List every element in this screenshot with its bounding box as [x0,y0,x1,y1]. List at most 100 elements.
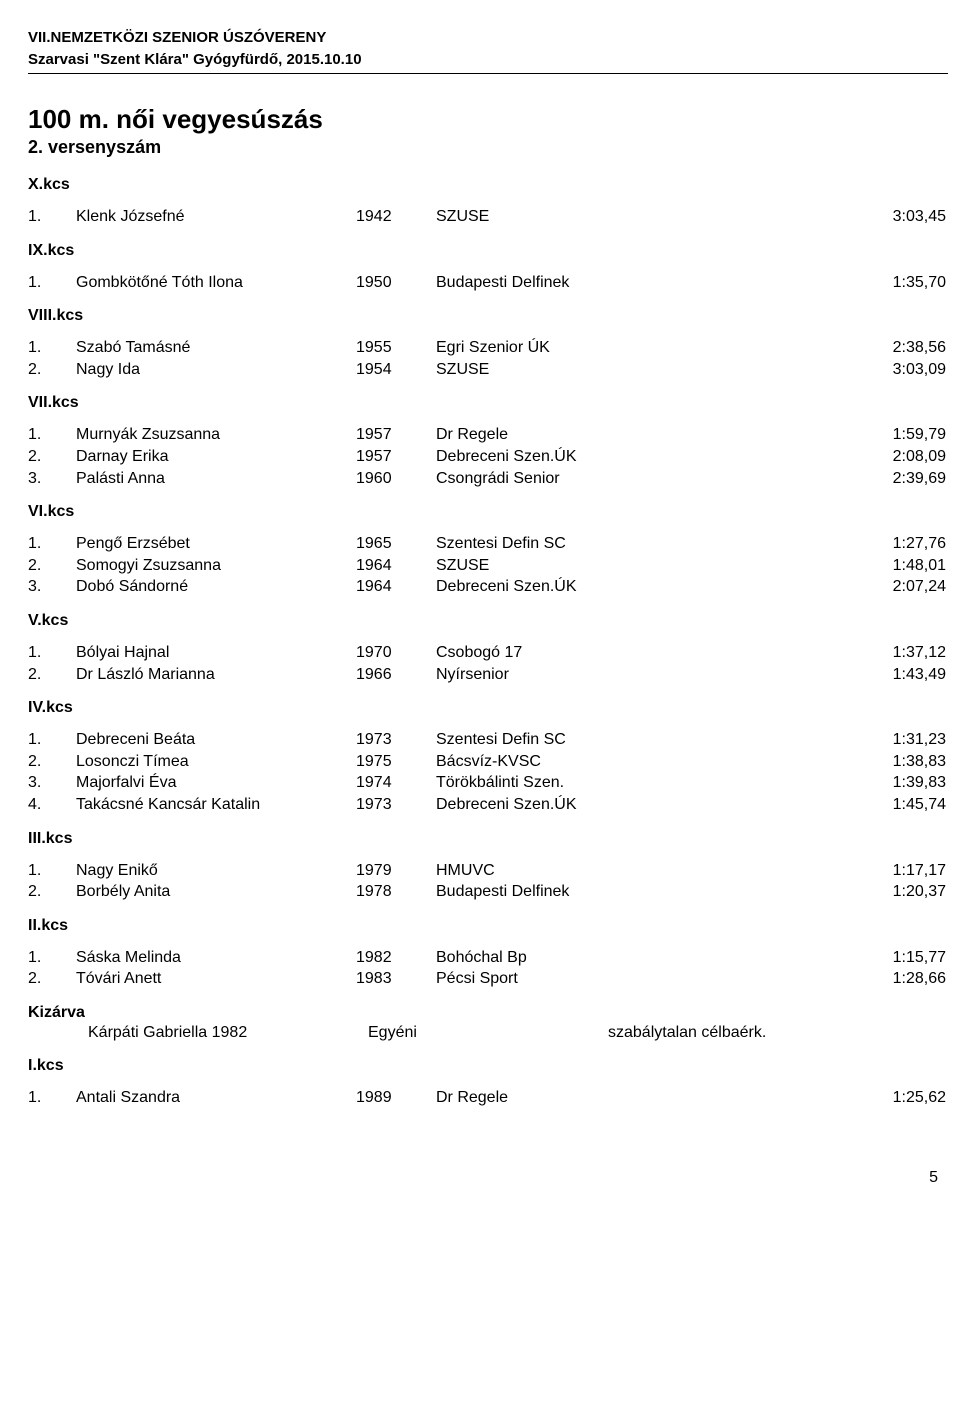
rank-cell: 1. [28,1087,76,1109]
result-row: 3.Palásti Anna1960Csongrádi Senior2:39,6… [28,468,960,490]
rank-cell: 4. [28,794,76,816]
name-cell: Gombkötőné Tóth Ilona [76,272,356,294]
name-cell: Murnyák Zsuzsanna [76,424,356,446]
time-cell: 1:20,37 [866,881,946,903]
age-group-label: X.kcs [28,176,960,194]
result-row: 1.Gombkötőné Tóth Ilona1950Budapesti Del… [28,272,960,294]
year-cell: 1979 [356,860,436,882]
year-cell: 1973 [356,794,436,816]
result-row: 1.Antali Szandra1989Dr Regele1:25,62 [28,1087,960,1109]
year-cell: 1957 [356,446,436,468]
rank-cell: 2. [28,664,76,686]
result-row: 2.Dr László Marianna1966Nyírsenior1:43,4… [28,664,960,686]
result-row: 2.Darnay Erika1957Debreceni Szen.ÚK2:08,… [28,446,960,468]
year-cell: 1957 [356,424,436,446]
year-cell: 1954 [356,359,436,381]
result-row: 1.Szabó Tamásné1955Egri Szenior ÚK2:38,5… [28,337,960,359]
result-row: 2.Losonczi Tímea1975Bácsvíz-KVSC1:38,83 [28,751,960,773]
time-cell: 1:27,76 [866,533,946,555]
year-cell: 1950 [356,272,436,294]
age-group-label: VII.kcs [28,394,960,412]
name-cell: Dr László Marianna [76,664,356,686]
club-cell: Bácsvíz-KVSC [436,751,866,773]
name-cell: Klenk Józsefné [76,206,356,228]
club-cell: Budapesti Delfinek [436,881,866,903]
rank-cell: 2. [28,555,76,577]
year-cell: 1982 [356,947,436,969]
result-row: 2.Borbély Anita1978Budapesti Delfinek1:2… [28,881,960,903]
age-group-label: VIII.kcs [28,307,960,325]
result-row: 2.Somogyi Zsuzsanna1964SZUSE1:48,01 [28,555,960,577]
age-group-label: V.kcs [28,612,960,630]
club-cell: SZUSE [436,206,866,228]
year-cell: 1970 [356,642,436,664]
name-cell: Palásti Anna [76,468,356,490]
age-group-label: II.kcs [28,917,960,935]
result-row: 3.Majorfalvi Éva1974Törökbálinti Szen.1:… [28,772,960,794]
rank-cell: 1. [28,947,76,969]
rank-cell: 1. [28,424,76,446]
doc-header-line2: Szarvasi "Szent Klára" Gyógyfürdő, 2015.… [28,50,960,70]
rank-cell: 1. [28,272,76,294]
club-cell: Pécsi Sport [436,968,866,990]
time-cell: 2:08,09 [866,446,946,468]
time-cell: 1:48,01 [866,555,946,577]
year-cell: 1975 [356,751,436,773]
result-row: 2.Nagy Ida1954SZUSE3:03,09 [28,359,960,381]
name-cell: Nagy Ida [76,359,356,381]
event-title: 100 m. női vegyesúszás [28,104,960,135]
time-cell: 1:31,23 [866,729,946,751]
rank-cell: 3. [28,772,76,794]
dq-label: Kizárva [28,1004,960,1022]
name-cell: Antali Szandra [76,1087,356,1109]
time-cell: 1:15,77 [866,947,946,969]
rank-cell: 2. [28,751,76,773]
result-row: 4.Takácsné Kancsár Katalin1973Debreceni … [28,794,960,816]
club-cell: Szentesi Defin SC [436,533,866,555]
time-cell: 3:03,45 [866,206,946,228]
rank-cell: 1. [28,337,76,359]
club-cell: Szentesi Defin SC [436,729,866,751]
page-number: 5 [28,1169,938,1187]
age-group-label: III.kcs [28,830,960,848]
name-cell: Darnay Erika [76,446,356,468]
rank-cell: 3. [28,576,76,598]
name-cell: Pengő Erzsébet [76,533,356,555]
club-cell: Budapesti Delfinek [436,272,866,294]
result-row: 1.Klenk Józsefné1942SZUSE3:03,45 [28,206,960,228]
name-cell: Borbély Anita [76,881,356,903]
doc-header-line1: VII.NEMZETKÖZI SZENIOR ÚSZÓVERENY [28,28,960,48]
age-group-label: IV.kcs [28,699,960,717]
rank-cell: 2. [28,359,76,381]
time-cell: 3:03,09 [866,359,946,381]
year-cell: 1983 [356,968,436,990]
time-cell: 1:17,17 [866,860,946,882]
club-cell: Egri Szenior ÚK [436,337,866,359]
club-cell: Debreceni Szen.ÚK [436,446,866,468]
header-divider [28,73,948,74]
result-row: 3.Dobó Sándorné1964Debreceni Szen.ÚK2:07… [28,576,960,598]
name-cell: Bólyai Hajnal [76,642,356,664]
result-row: 1.Pengő Erzsébet1965Szentesi Defin SC1:2… [28,533,960,555]
year-cell: 1960 [356,468,436,490]
year-cell: 1974 [356,772,436,794]
dq-block: Kizárva Kárpáti Gabriella 1982 Egyéni sz… [28,1004,960,1044]
club-cell: Csobogó 17 [436,642,866,664]
time-cell: 2:39,69 [866,468,946,490]
club-cell: Csongrádi Senior [436,468,866,490]
club-cell: Törökbálinti Szen. [436,772,866,794]
time-cell: 2:38,56 [866,337,946,359]
rank-cell: 1. [28,642,76,664]
rank-cell: 2. [28,446,76,468]
result-row: 1.Bólyai Hajnal1970Csobogó 171:37,12 [28,642,960,664]
rank-cell: 1. [28,860,76,882]
club-cell: SZUSE [436,359,866,381]
dq-name: Kárpáti Gabriella 1982 [88,1022,368,1044]
year-cell: 1965 [356,533,436,555]
dq-reason: szabálytalan célbaérk. [608,1022,960,1044]
rank-cell: 3. [28,468,76,490]
name-cell: Tóvári Anett [76,968,356,990]
club-cell: Dr Regele [436,1087,866,1109]
rank-cell: 2. [28,881,76,903]
rank-cell: 1. [28,729,76,751]
